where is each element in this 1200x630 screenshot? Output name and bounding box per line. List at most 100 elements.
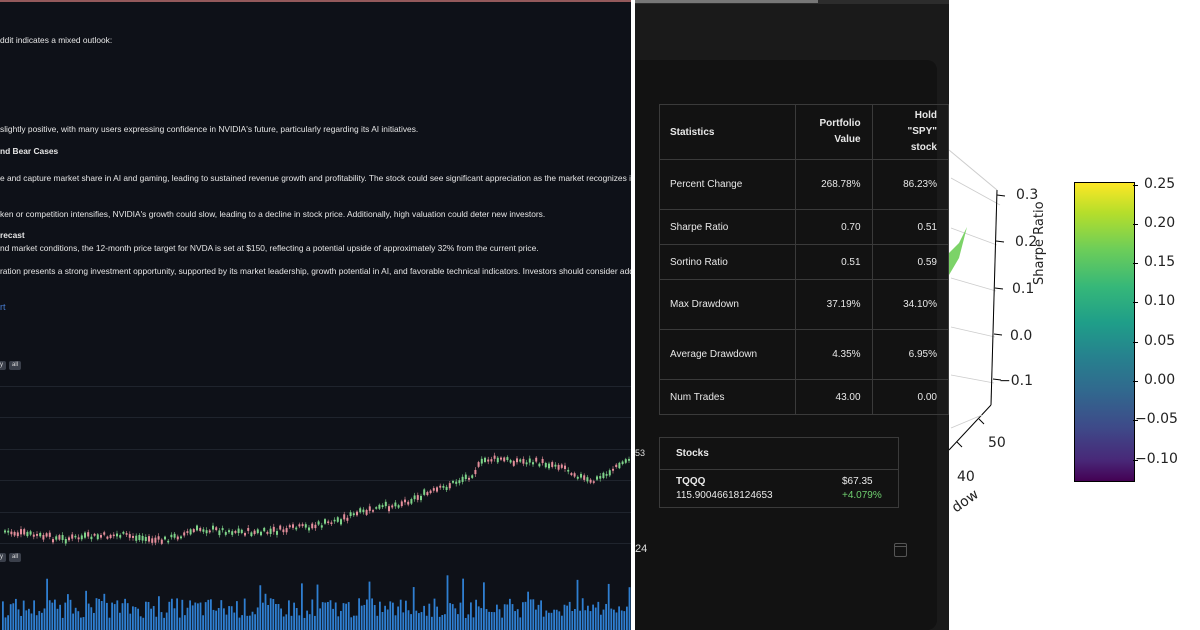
volume-bar [600, 614, 602, 630]
candle [196, 524, 198, 532]
volume-bar [579, 610, 581, 630]
colorbar-tick [1133, 420, 1138, 421]
range-button-all[interactable]: all [9, 361, 22, 370]
range-button-all[interactable]: all [9, 553, 22, 562]
candle [615, 463, 618, 469]
volume-bar [431, 616, 433, 630]
row-hold-value: 86.23% [871, 159, 949, 210]
candle [260, 530, 262, 537]
volume-bar [288, 600, 290, 630]
volume-bar [69, 599, 72, 630]
chart-link[interactable]: rt [0, 302, 6, 312]
candle [493, 452, 496, 462]
volume-bar [129, 613, 132, 630]
volume-bar [2, 601, 4, 630]
volume-bar [415, 610, 418, 630]
volume-bar [51, 602, 54, 630]
row-hold-value: 34.10% [871, 279, 949, 330]
stock-quantity: 115.90046618124653 [676, 490, 773, 501]
candle [394, 499, 397, 509]
candle [458, 477, 461, 486]
volume-bar [592, 604, 594, 630]
volume-bar [155, 616, 158, 630]
volume-bar [498, 609, 501, 630]
candle [356, 510, 358, 517]
candle [36, 531, 38, 539]
volume-bar [347, 602, 350, 630]
candle [45, 532, 48, 538]
colorbar-tick [1133, 460, 1138, 461]
candle [548, 461, 550, 471]
row-label: Num Trades [659, 379, 796, 415]
volume-bar [628, 587, 631, 630]
candle [516, 456, 518, 465]
candlestick-chart[interactable] [0, 445, 631, 555]
volume-bar [532, 599, 535, 630]
volume-bar [38, 611, 41, 630]
stock-price: $67.35 [842, 476, 873, 487]
volume-bar [228, 606, 230, 630]
candle [192, 527, 195, 534]
volume-bar [493, 612, 496, 630]
volume-bar [106, 602, 108, 630]
volume-bar [176, 598, 178, 630]
candle [269, 525, 272, 537]
range-button-y[interactable]: y [0, 553, 6, 562]
y-tick [956, 441, 963, 448]
row-hold-value: 0.51 [871, 209, 949, 245]
volume-bar [506, 604, 509, 630]
volume-bar [64, 602, 67, 630]
volume-bar [197, 603, 199, 630]
volume-bar [477, 606, 480, 630]
row-label: Max Drawdown [659, 279, 796, 330]
volume-bar [199, 602, 202, 630]
volume-bar [72, 613, 74, 630]
volume-bar [610, 608, 613, 630]
volume-bar [15, 598, 17, 630]
volume-bar [436, 606, 438, 630]
candle [80, 533, 83, 542]
candle [301, 522, 304, 528]
candle [320, 522, 323, 531]
report-line: ddit indicates a mixed outlook: [0, 35, 113, 45]
volume-bar [163, 617, 165, 630]
volume-bar [121, 603, 124, 630]
z-axis-label: Sharpe Ratio [1032, 201, 1047, 285]
top-accent-line [0, 0, 631, 2]
row-portfolio-value: 268.78% [794, 159, 873, 210]
candle [93, 532, 96, 537]
candle [340, 517, 342, 526]
candle [500, 456, 502, 461]
volume-chart[interactable] [0, 565, 631, 630]
candle [279, 524, 282, 531]
volume-bar [597, 601, 600, 630]
candle [391, 503, 394, 510]
backtest-panel: 53 24 Statistics Portfolio Value Hold "S… [635, 0, 949, 630]
calendar-icon[interactable] [894, 543, 907, 557]
volume-bar [470, 602, 472, 630]
volume-bar [87, 603, 90, 630]
range-button-y[interactable]: y [0, 361, 6, 370]
volume-bar [321, 602, 324, 630]
report-panel: ddit indicates a mixed outlook: slightly… [0, 0, 631, 630]
volume-bar [301, 583, 303, 630]
candle [599, 473, 602, 482]
volume-bar [587, 605, 589, 630]
volume-bar [272, 599, 275, 630]
grid-line [950, 177, 1001, 206]
volume-bar [618, 606, 620, 630]
volume-bar [449, 603, 451, 630]
volume-bar [126, 603, 129, 630]
volume-bar [360, 605, 363, 630]
candle [333, 517, 336, 524]
candle [96, 533, 99, 541]
volume-bar [441, 615, 444, 630]
volume-bar [607, 583, 610, 630]
volume-bar [542, 616, 545, 630]
volume-bar [171, 598, 173, 630]
colorbar-tick-label: −0.10 [1135, 451, 1178, 467]
volume-bar [563, 604, 566, 630]
candle [512, 459, 515, 467]
volume-bar [202, 615, 204, 630]
candle [410, 497, 413, 506]
